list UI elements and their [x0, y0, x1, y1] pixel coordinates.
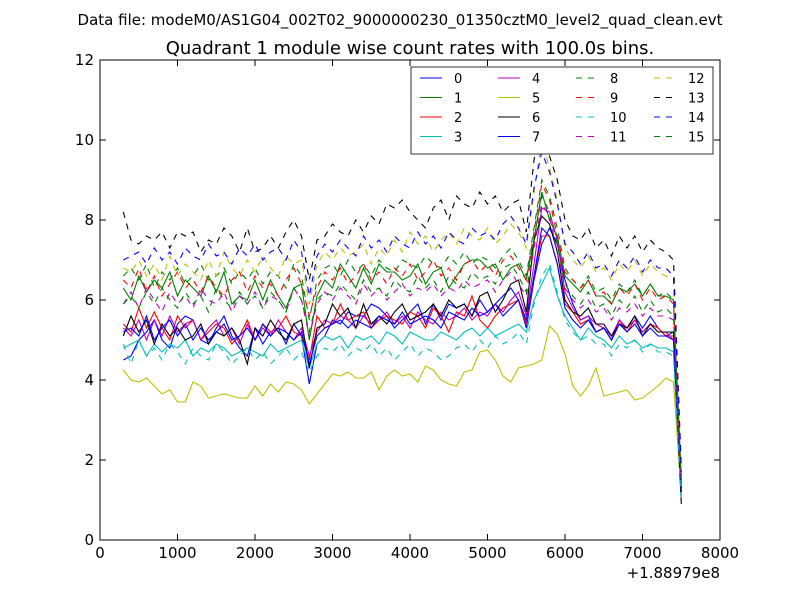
x-tick-label: 8000 [701, 544, 739, 562]
x-tick-label: 6000 [546, 544, 584, 562]
legend-label-10: 10 [610, 111, 627, 126]
series-line-1 [122, 191, 682, 481]
legend-label-6: 6 [532, 111, 540, 126]
legend-box [410, 66, 714, 155]
legend-label-4: 4 [532, 72, 540, 87]
legend-label-0: 0 [454, 72, 462, 87]
y-tick-label: 12 [75, 51, 94, 69]
y-tick-label: 6 [84, 291, 94, 309]
series-line-11 [122, 202, 682, 485]
legend-label-7: 7 [532, 131, 540, 146]
series-line-13 [122, 123, 682, 469]
x-tick-label: 2000 [236, 544, 274, 562]
legend-label-15: 15 [688, 131, 705, 146]
x-offset-label: +1.88979e8 [627, 564, 720, 582]
legend-label-9: 9 [610, 92, 618, 107]
series-line-7 [123, 226, 682, 493]
legend-label-11: 11 [610, 131, 627, 146]
series-line-12 [123, 139, 682, 473]
series-line-14 [123, 150, 682, 473]
legend-label-12: 12 [688, 72, 705, 87]
x-tick-label: 7000 [623, 544, 661, 562]
x-tick-label: 3000 [313, 544, 351, 562]
x-tick-label: 4000 [391, 544, 429, 562]
legend-label-13: 13 [688, 92, 705, 107]
series-line-4 [122, 207, 682, 489]
series-line-5 [122, 324, 682, 497]
chart-title: Quadrant 1 module wise count rates with … [166, 38, 655, 59]
legend-label-3: 3 [454, 131, 462, 146]
data-file-label: Data file: modeM0/AS1G04_002T02_90000002… [78, 11, 723, 30]
y-tick-label: 10 [75, 131, 94, 149]
series-line-3 [123, 266, 682, 501]
y-tick-label: 4 [84, 371, 94, 389]
x-tick-label: 1000 [158, 544, 196, 562]
y-tick-label: 8 [84, 211, 94, 229]
legend-label-5: 5 [532, 92, 540, 107]
series-line-15 [122, 194, 682, 485]
legend-label-2: 2 [454, 111, 462, 126]
legend-label-14: 14 [688, 111, 705, 126]
legend-label-8: 8 [610, 72, 618, 87]
y-tick-label: 2 [84, 451, 94, 469]
x-tick-label: 0 [95, 544, 105, 562]
series-layer [122, 123, 682, 505]
x-tick-label: 5000 [468, 544, 506, 562]
legend-label-1: 1 [454, 92, 462, 107]
axis-ticks: 0 1000 2000 3000 4000 5000 6000 7000 80000246810… [75, 51, 739, 562]
y-tick-label: 0 [84, 531, 94, 549]
